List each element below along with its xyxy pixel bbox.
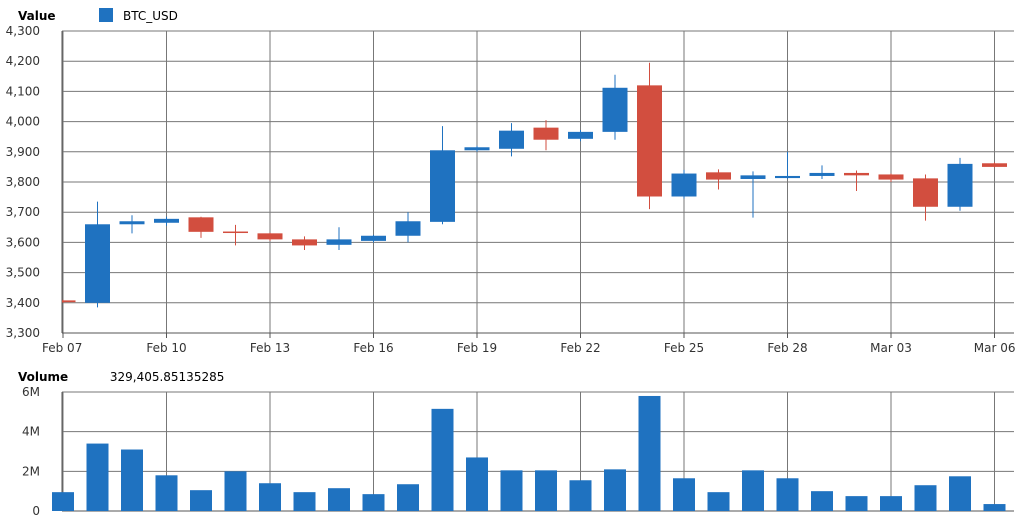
volume-y-tick-label: 2M: [22, 464, 40, 478]
volume-bar: [569, 480, 592, 511]
price-y-tick-label: 4,200: [6, 54, 40, 68]
candle-body: [568, 131, 593, 139]
volume-bar: [811, 491, 833, 511]
candle-body: [119, 221, 145, 225]
volume-bar: [949, 476, 971, 511]
volume-bar: [776, 478, 799, 511]
price-y-tick-label: 4,100: [6, 84, 40, 98]
volume-bar: [155, 475, 178, 511]
volume-bar: [604, 469, 626, 511]
candle-body: [913, 178, 938, 207]
volume-bar: [293, 492, 316, 511]
volume-bar: [259, 483, 281, 511]
price-y-tick-label: 3,300: [6, 326, 40, 340]
price-x-tick-label: Feb 25: [664, 341, 704, 355]
volume-bar: [121, 449, 143, 511]
volume-bar: [466, 457, 488, 511]
price-x-tick-label: Mar 06: [974, 341, 1016, 355]
volume-bar: [500, 470, 523, 511]
candle-body: [188, 217, 214, 232]
volume-panel-title: Volume: [18, 370, 69, 384]
price-panel-header: Value BTC_USD: [18, 8, 178, 23]
candle-body: [430, 150, 455, 222]
candle-body: [878, 174, 904, 180]
candle-body: [257, 233, 283, 240]
price-x-tick-label: Feb 28: [767, 341, 807, 355]
volume-bar: [535, 470, 557, 511]
candle-body: [844, 172, 869, 176]
volume-bar: [362, 494, 385, 511]
price-y-tick-label: 3,400: [6, 296, 40, 310]
price-y-tick-label: 3,700: [6, 205, 40, 219]
candle-body: [395, 221, 421, 236]
candle-body: [602, 87, 628, 132]
candle-body: [637, 85, 662, 197]
volume-panel-header: Volume 329,405.85135285: [18, 370, 224, 384]
price-x-tick-label: Feb 22: [560, 341, 600, 355]
volume-bar: [190, 490, 212, 511]
candle-body: [464, 147, 490, 151]
volume-bar: [983, 504, 1006, 511]
legend-swatch: [99, 8, 114, 22]
candle-body: [947, 163, 973, 207]
candle-body: [292, 239, 317, 246]
candle-body: [62, 300, 76, 303]
candle-body: [499, 130, 524, 149]
volume-bar: [52, 492, 74, 511]
candle-body: [809, 172, 835, 176]
price-panel-title: Value: [18, 9, 56, 23]
price-y-tick-label: 3,900: [6, 145, 40, 159]
candle-body: [671, 173, 697, 197]
candle-body: [223, 231, 248, 234]
volume-bar: [638, 395, 661, 511]
price-x-tick-label: Feb 19: [457, 341, 497, 355]
volume-bar: [707, 492, 730, 511]
candle-body: [706, 172, 731, 180]
price-x-tick-label: Feb 16: [353, 341, 393, 355]
price-y-tick-label: 3,500: [6, 266, 40, 280]
candle-body: [740, 175, 766, 179]
price-x-tick-label: Feb 13: [250, 341, 290, 355]
volume-bar: [431, 408, 454, 511]
volume-bar: [845, 496, 868, 511]
volume-bar: [673, 478, 695, 511]
price-x-tick-label: Feb 10: [146, 341, 186, 355]
candle-body: [982, 163, 1007, 167]
candle-body: [361, 235, 386, 241]
price-y-tick-label: 4,300: [6, 24, 40, 38]
volume-bar: [397, 484, 419, 511]
candle-body: [154, 218, 179, 223]
volume-bar: [742, 470, 764, 511]
volume-y-tick-label: 6M: [22, 385, 40, 399]
volume-bar: [86, 443, 109, 511]
volume-readout: 329,405.85135285: [109, 370, 225, 384]
price-y-tick-label: 3,800: [6, 175, 40, 189]
candle-body: [533, 127, 559, 140]
volume-bar: [224, 471, 247, 511]
price-x-tick-label: Feb 07: [42, 341, 82, 355]
candle-body: [85, 224, 110, 303]
candle-body: [326, 239, 352, 245]
volume-bar: [914, 485, 937, 511]
volume-y-tick-label: 4M: [22, 425, 40, 439]
price-y-tick-label: 4,000: [6, 115, 40, 129]
volume-y-tick-label: 0: [32, 504, 40, 518]
price-y-tick-label: 3,600: [6, 235, 40, 249]
volume-bar: [328, 488, 350, 511]
legend-label[interactable]: BTC_USD: [123, 9, 178, 23]
price-x-tick-label: Mar 03: [870, 341, 912, 355]
candle-body: [775, 175, 800, 179]
volume-bar: [880, 496, 902, 511]
